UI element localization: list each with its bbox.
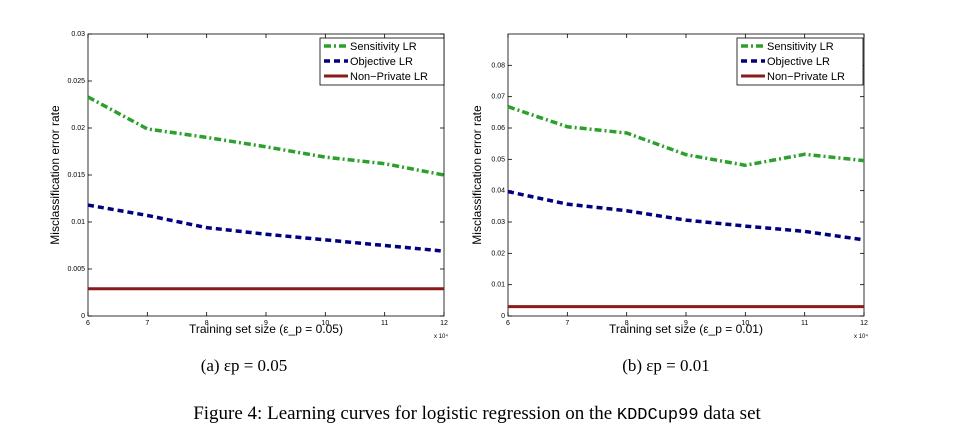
legend-label-1: Sensitivity LR (767, 41, 834, 53)
chart-panel-b: 0 0.01 0.02 0.03 0.04 0.05 0.06 0.07 0.08 6 7 8 9 10 1… (470, 33, 868, 340)
x-multiplier-label: x 10⁴ (854, 333, 868, 340)
legend-label-2: Objective LR (350, 56, 413, 68)
y-tick-label: 0.05 (491, 156, 505, 163)
y-tick-label: 0.01 (71, 219, 85, 226)
x-tick-label: 6 (86, 320, 90, 327)
figure-caption-dataset: KDDCup99 (616, 406, 699, 425)
series-line-2 (87, 203, 445, 253)
x-axis-label: Training set size (ε_p = 0.01) (609, 322, 763, 336)
y-axis-label: Misclassification error rate (470, 105, 484, 245)
x-tick-label: 11 (801, 320, 808, 327)
x-tick-label: 7 (565, 320, 569, 327)
y-tick-label: 0.025 (67, 78, 85, 85)
y-tick-label: 0.03 (71, 31, 85, 38)
y-tick-label: 0.04 (491, 188, 505, 195)
y-tick-label: 0.02 (71, 125, 85, 132)
x-tick-label: 11 (381, 320, 388, 327)
x-axis-label: Training set size (ε_p = 0.05) (189, 322, 343, 336)
y-tick-label: 0.01 (491, 282, 505, 289)
x-tick-label: 12 (440, 320, 448, 327)
x-tick-label: 6 (506, 320, 510, 327)
figure-caption: Figure 4: Learning curves for logistic r… (0, 403, 954, 425)
y-tick-label: 0.07 (491, 94, 505, 101)
x-tick-label: 8 (205, 320, 209, 327)
y-tick-label: 0.02 (491, 250, 505, 257)
legend-label-3: Non−Private LR (767, 71, 845, 83)
y-tick-label: 0.06 (491, 125, 505, 132)
figure-caption-prefix: Figure 4: Learning curves for logistic r… (193, 403, 617, 424)
y-tick-label: 0 (81, 313, 85, 320)
series-line-1 (87, 95, 445, 177)
legend-label-1: Sensitivity LR (350, 41, 417, 53)
figure-caption-suffix: data set (698, 403, 761, 424)
y-tick-label: 0.015 (67, 172, 85, 179)
y-tick-label: 0.03 (491, 219, 505, 226)
y-axis-label: Misclassification error rate (48, 105, 62, 245)
y-tick-label: 0 (501, 313, 505, 320)
x-tick-label: 7 (145, 320, 149, 327)
x-tick-label: 9 (684, 320, 688, 327)
y-tick-label: 0.005 (67, 266, 85, 273)
x-tick-label: 10 (321, 320, 329, 327)
x-tick-label: 9 (264, 320, 268, 327)
x-multiplier-label: x 10⁴ (434, 333, 448, 340)
subcaption-a: (a) εp = 0.05 (200, 356, 288, 375)
x-tick-label: 12 (860, 320, 868, 327)
series-line-1 (507, 105, 865, 168)
subcaption-b: (b) εp = 0.01 (622, 356, 710, 375)
x-tick-label: 8 (625, 320, 629, 327)
y-tick-label: 0.08 (491, 62, 505, 69)
legend-label-3: Non−Private LR (350, 71, 428, 83)
chart-panel-a: 0 0.005 0.01 0.015 0.02 0.025 0.03 6 7 8 9 10 11 12 x … (48, 31, 448, 340)
legend-label-2: Objective LR (767, 56, 830, 68)
x-tick-label: 10 (741, 320, 749, 327)
series-line-2 (507, 189, 865, 242)
